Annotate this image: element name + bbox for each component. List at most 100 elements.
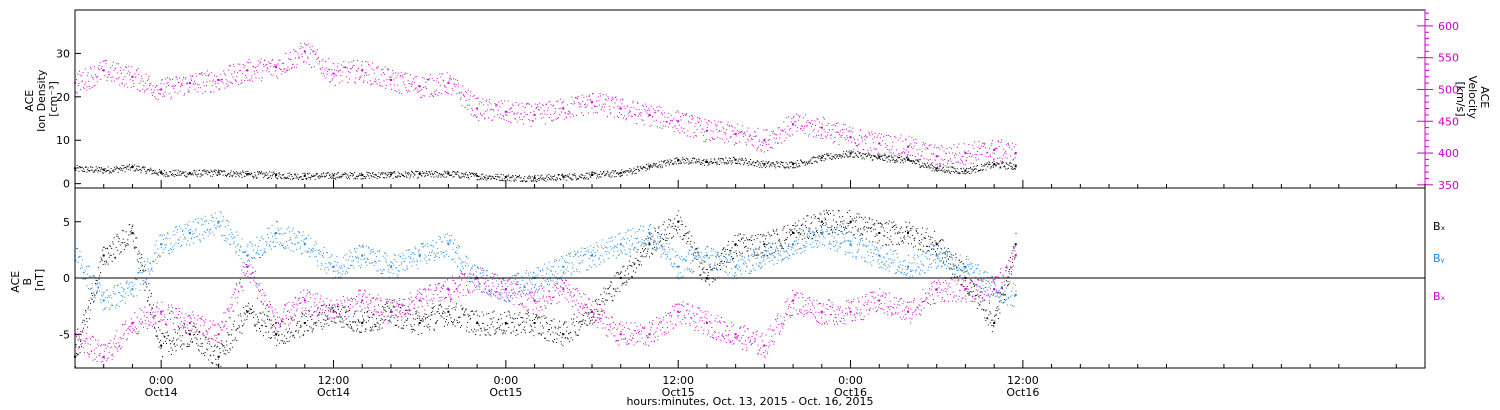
- top-series-0-sample: [783, 166, 785, 168]
- top-series-0-point: [418, 173, 421, 176]
- top-series-0-sample: [353, 178, 355, 180]
- top-series-1-sample: [879, 153, 881, 155]
- top-series-0-sample: [872, 155, 874, 157]
- bottom-series-Bx-sample: [369, 316, 371, 318]
- top-series-1-sample: [897, 139, 899, 141]
- top-series-0-sample: [654, 163, 656, 165]
- top-series-1-sample: [517, 112, 519, 114]
- top-series-1-sample: [774, 142, 776, 144]
- bottom-series-Bx-sample: [709, 266, 711, 268]
- top-series-1-sample: [914, 142, 916, 144]
- bottom-series-Bx-sample: [124, 244, 126, 246]
- top-series-0-sample: [696, 161, 698, 163]
- bottom-series-Bx-sample: [118, 240, 120, 242]
- top-series-1-sample: [942, 159, 944, 161]
- top-series-0-sample: [403, 175, 405, 177]
- top-series-1-sample: [639, 113, 641, 115]
- top-series-0-sample: [382, 177, 384, 179]
- bottom-series-Bx-sample: [590, 319, 592, 321]
- top-series-0-sample: [114, 168, 116, 170]
- top-series-0-sample: [501, 179, 503, 181]
- bottom-series-Bx-sample: [880, 222, 882, 224]
- top-series-0-sample: [1013, 168, 1015, 170]
- top-series-0-sample: [1003, 165, 1005, 167]
- bottom-series-Bx-sample: [202, 342, 204, 344]
- top-series-1-sample: [393, 84, 395, 86]
- top-series-0-sample: [658, 165, 660, 167]
- top-series-0-sample: [565, 175, 567, 177]
- bottom-series-Bx-sample: [627, 273, 629, 275]
- top-series-0-sample: [932, 168, 934, 170]
- bottom-series-Bx-sample: [365, 328, 367, 330]
- top-series-1-sample: [392, 72, 394, 74]
- bottom-series-Bx-sample: [737, 245, 739, 247]
- top-series-0-sample: [246, 174, 248, 176]
- top-series-0-sample: [193, 170, 195, 172]
- top-series-1-sample: [471, 109, 473, 111]
- top-series-0-sample: [598, 173, 600, 175]
- top-series-0-sample: [823, 160, 825, 162]
- bottom-series-Bx-sample: [470, 310, 472, 312]
- bottom-series-Bx-sample: [302, 335, 304, 337]
- top-series-1-sample: [408, 90, 410, 92]
- bottom-series-Bx-sample: [707, 275, 709, 277]
- top-series-0-sample: [384, 177, 386, 179]
- top-series-1-sample: [567, 113, 569, 115]
- top-series-1-sample: [416, 76, 418, 78]
- top-series-1-sample: [998, 141, 1000, 143]
- top-series-1-sample: [578, 101, 580, 103]
- top-series-1-sample: [540, 107, 542, 109]
- top-series-1-sample: [451, 87, 453, 89]
- top-series-0-sample: [980, 163, 982, 165]
- bottom-series-Bx-sample: [199, 345, 201, 347]
- top-series-1-sample: [469, 95, 471, 97]
- top-series-0-sample: [385, 177, 387, 179]
- top-series-1-sample: [754, 131, 756, 133]
- top-series-1-sample: [107, 71, 109, 73]
- top-series-0-sample: [376, 174, 378, 176]
- top-series-0-sample: [140, 172, 142, 174]
- top-series-0-sample: [837, 158, 839, 160]
- bottom-series-Bx-sample: [727, 244, 729, 246]
- top-series-1-sample: [862, 140, 864, 142]
- bottom-series-Bx-sample: [309, 316, 311, 318]
- top-series-1-sample: [324, 61, 326, 63]
- top-series-1-sample: [732, 133, 734, 135]
- top-series-1-sample: [927, 148, 929, 150]
- top-series-1-sample: [207, 70, 209, 72]
- top-series-1-sample: [99, 62, 101, 64]
- top-series-1-sample: [802, 117, 804, 119]
- top-series-1-sample: [443, 84, 445, 86]
- top-series-1-sample: [781, 142, 783, 144]
- top-series-0-sample: [173, 175, 175, 177]
- top-series-0-sample: [540, 178, 542, 180]
- bottom-series-Bx-sample: [788, 231, 790, 233]
- top-series-0-sample: [583, 178, 585, 180]
- top-series-1-sample: [319, 67, 321, 69]
- top-series-1-sample: [241, 79, 243, 81]
- top-series-1-sample: [404, 84, 406, 86]
- top-series-0-sample: [223, 170, 225, 172]
- top-series-1-sample: [746, 130, 748, 132]
- top-series-0-sample: [267, 173, 269, 175]
- bottom-series-Bx-sample: [431, 307, 433, 309]
- top-series-1-sample: [156, 85, 157, 87]
- top-series-1-sample: [242, 63, 244, 65]
- top-series-1-sample: [100, 67, 102, 69]
- top-series-1-sample: [247, 79, 249, 81]
- top-series-0-sample: [583, 177, 585, 179]
- bottom-series-Bx-sample: [406, 319, 408, 321]
- bottom-series-Bx-sample: [112, 243, 114, 245]
- bottom-series-Bx-sample: [410, 328, 412, 330]
- top-series-0-sample: [280, 177, 282, 179]
- bottom-series-Bx-sample: [837, 224, 839, 226]
- top-series-1-sample: [736, 142, 738, 144]
- top-series-0-sample: [460, 177, 462, 179]
- top-series-0-sample: [664, 160, 666, 162]
- bottom-series-Bx-sample: [660, 245, 662, 247]
- top-series-1-sample: [411, 83, 413, 85]
- top-series-0-sample: [775, 161, 777, 163]
- top-series-1-sample: [765, 129, 767, 131]
- top-series-1-sample: [828, 122, 830, 124]
- top-series-1-sample: [990, 144, 992, 146]
